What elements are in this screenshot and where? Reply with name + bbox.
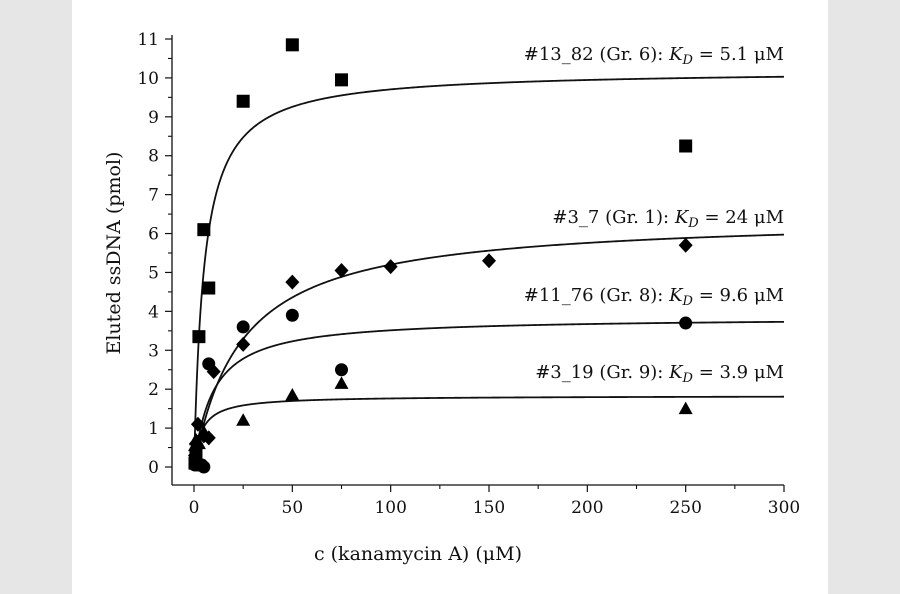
annotation-k-subscript: D xyxy=(687,216,699,231)
curve-annotation: #13_82 (Gr. 6): KD = 5.1 μM xyxy=(524,44,784,68)
curve-annotations: #13_82 (Gr. 6): KD = 5.1 μM#3_7 (Gr. 1):… xyxy=(524,44,784,386)
triangle-point xyxy=(334,376,349,389)
y-tick-label: 10 xyxy=(137,69,159,89)
annotation-k-symbol: K xyxy=(668,44,684,65)
diamond-point xyxy=(285,274,300,290)
y-tick-label: 4 xyxy=(148,302,159,322)
y-tick-label: 6 xyxy=(148,225,159,245)
diamond-point xyxy=(678,237,693,253)
x-tick-label: 50 xyxy=(282,498,304,518)
y-tick-label: 5 xyxy=(148,263,159,283)
y-tick-label: 8 xyxy=(148,147,159,167)
annotation-k-symbol: K xyxy=(668,362,684,383)
diamond-point xyxy=(482,253,496,269)
fit-curve-circle xyxy=(193,320,785,468)
square-point xyxy=(197,223,211,237)
annotation-k-subscript: D xyxy=(682,371,694,386)
annotation-kd-value: = 5.1 μM xyxy=(693,44,784,65)
triangle-point xyxy=(285,388,300,401)
annotation-k-subscript: D xyxy=(682,294,694,309)
annotation-clone-id: #3_19 (Gr. 9): xyxy=(535,362,669,383)
circle-point xyxy=(197,460,211,474)
square-point xyxy=(335,73,348,87)
annotation-clone-id: #13_82 (Gr. 6): xyxy=(524,44,669,65)
circle-point xyxy=(236,320,250,334)
circle-point xyxy=(335,363,348,377)
square-point xyxy=(236,94,250,108)
annotation-k-symbol: K xyxy=(674,207,690,228)
y-tick-label: 0 xyxy=(148,458,159,478)
curve-annotation: #3_7 (Gr. 1): KD = 24 μM xyxy=(552,207,784,231)
x-tick-label: 200 xyxy=(571,498,603,518)
x-tick-label: 150 xyxy=(473,498,505,518)
circle-point xyxy=(679,316,693,330)
diamond-point xyxy=(334,263,349,279)
x-tick-label: 0 xyxy=(189,498,200,518)
annotation-kd-value: = 3.9 μM xyxy=(693,362,784,383)
triangle-point xyxy=(191,436,206,450)
y-tick-label: 1 xyxy=(148,419,159,439)
fit-curves xyxy=(193,75,785,468)
axes: 0 50 100 150 200 250 300 0 1 2 3 4 5 6 7 8 9 10 11 xyxy=(137,30,800,518)
y-axis-label: Eluted ssDNA (pmol) xyxy=(103,152,125,355)
y-tick-label: 3 xyxy=(148,341,159,361)
binding-curve-chart: 0 50 100 150 200 250 300 0 1 2 3 4 5 6 7 8 9 10 11 #13_82 … xyxy=(103,30,800,565)
annotation-kd-value: = 24 μM xyxy=(699,207,784,228)
x-axis-label: c (kanamycin A) (μM) xyxy=(314,543,522,565)
x-tick-label: 250 xyxy=(669,498,701,518)
data-points xyxy=(187,38,693,474)
figure-panel: 0 50 100 150 200 250 300 0 1 2 3 4 5 6 7 8 9 10 11 #13_82 … xyxy=(72,0,828,594)
y-tick-label: 11 xyxy=(137,30,159,50)
square-point xyxy=(679,139,693,153)
y-tick-label: 9 xyxy=(148,108,159,128)
annotation-k-subscript: D xyxy=(682,53,694,68)
square-point xyxy=(202,281,216,295)
circle-point xyxy=(202,357,216,371)
annotation-kd-value: = 9.6 μM xyxy=(693,285,784,306)
x-tick-label: 100 xyxy=(374,498,406,518)
fit-curve-diamond xyxy=(193,233,785,468)
square-point xyxy=(285,38,299,52)
square-point xyxy=(192,330,206,344)
fit-curve-square xyxy=(193,75,785,467)
annotation-k-symbol: K xyxy=(668,285,684,306)
curve-annotation: #11_76 (Gr. 8): KD = 9.6 μM xyxy=(524,285,784,309)
triangle-point xyxy=(196,424,211,438)
circle-point xyxy=(285,308,299,322)
curve-annotation: #3_19 (Gr. 9): KD = 3.9 μM xyxy=(535,362,784,386)
x-tick-label: 300 xyxy=(768,498,800,518)
triangle-point xyxy=(236,413,251,426)
fit-curve-triangle xyxy=(193,395,784,468)
diamond-point xyxy=(383,259,398,275)
y-tick-label: 7 xyxy=(148,186,159,206)
annotation-clone-id: #11_76 (Gr. 8): xyxy=(524,285,669,306)
diamond-point xyxy=(236,336,251,352)
annotation-clone-id: #3_7 (Gr. 1): xyxy=(552,207,674,228)
y-tick-label: 2 xyxy=(148,380,159,400)
triangle-point xyxy=(678,401,693,415)
diamond-point xyxy=(190,416,205,432)
